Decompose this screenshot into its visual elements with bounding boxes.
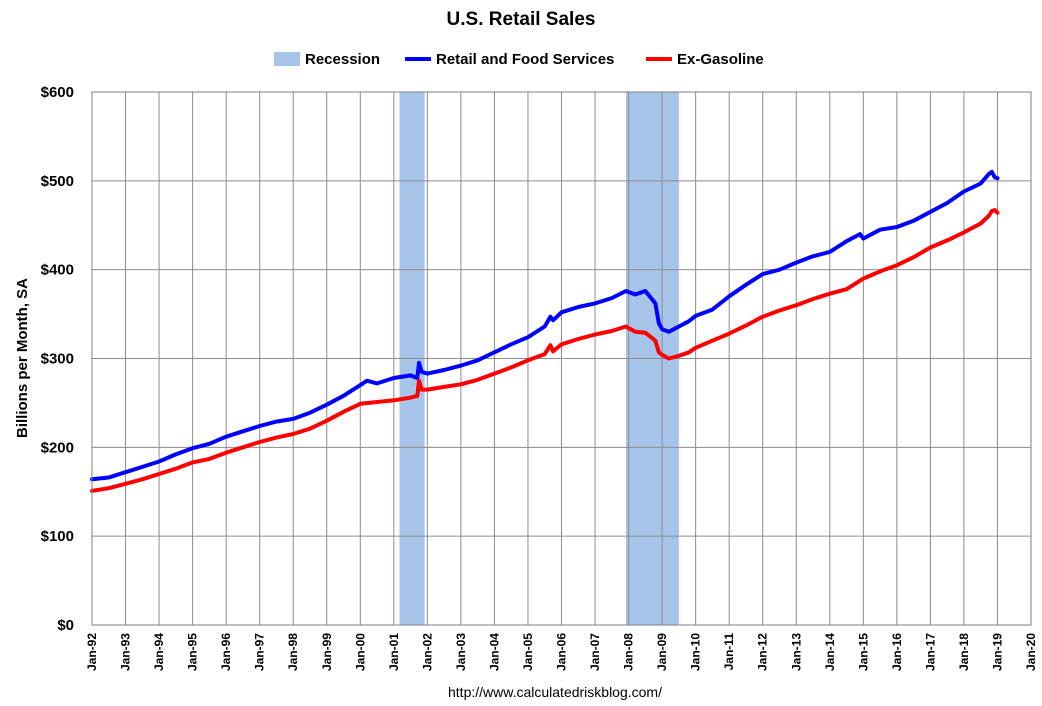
series-line-retail <box>90 169 1000 482</box>
x-tick-label: Jan-05 <box>521 633 535 671</box>
series-line-exgas <box>90 208 1000 493</box>
x-tick-label: Jan-04 <box>487 633 501 671</box>
gridlines <box>91 91 1032 626</box>
x-tick-label: Jan-95 <box>186 633 200 671</box>
chart-title: U.S. Retail Sales <box>447 9 596 30</box>
x-tick-label: Jan-17 <box>923 633 937 671</box>
x-tick-label: Jan-97 <box>253 633 267 671</box>
x-tick-label: Jan-08 <box>622 633 636 671</box>
y-tick-label: $400 <box>41 262 74 279</box>
x-tick-label: Jan-09 <box>655 633 669 671</box>
x-tick-label: Jan-98 <box>286 633 300 671</box>
x-tick-label: Jan-03 <box>454 633 468 671</box>
x-tick-label: Jan-18 <box>957 633 971 671</box>
x-tick-label: Jan-00 <box>353 633 367 671</box>
legend-label-exgas: Ex-Gasoline <box>677 51 764 68</box>
legend: Recession Retail and Food Services Ex-Ga… <box>274 51 764 68</box>
x-tick-labels: Jan-92 Jan-93 Jan-94 Jan-95 Jan-96 Jan-97 Jan-… <box>85 633 1038 671</box>
x-tick-label: Jan-20 <box>1024 633 1038 671</box>
legend-label-retail: Retail and Food Services <box>436 51 614 68</box>
x-tick-label: Jan-02 <box>420 633 434 671</box>
x-tick-label: Jan-16 <box>890 633 904 671</box>
x-tick-label: Jan-12 <box>756 633 770 671</box>
legend-swatch-recession <box>274 52 300 66</box>
source-url: http://www.calculatedriskblog.com/ <box>448 684 662 700</box>
y-tick-labels: $0 $100 $200 $300 $400 $500 $600 <box>41 84 74 634</box>
y-tick-label: $0 <box>57 617 74 634</box>
plot-frame <box>91 91 1032 626</box>
x-tick-label: Jan-92 <box>85 633 99 671</box>
x-tick-label: Jan-96 <box>219 633 233 671</box>
y-tick-label: $300 <box>41 351 74 368</box>
y-tick-label: $600 <box>41 84 74 101</box>
x-tick-label: Jan-13 <box>789 633 803 671</box>
x-tick-label: Jan-10 <box>689 633 703 671</box>
x-tick-label: Jan-99 <box>320 633 334 671</box>
x-tick-label: Jan-11 <box>722 633 736 671</box>
axes <box>91 91 1032 626</box>
x-tick-label: Jan-93 <box>119 633 133 671</box>
y-axis-label: Billions per Month, SA <box>14 278 31 438</box>
x-tick-label: Jan-14 <box>823 633 837 671</box>
y-tick-label: $200 <box>41 439 74 456</box>
x-tick-label: Jan-06 <box>555 633 569 671</box>
x-tick-label: Jan-19 <box>990 633 1004 671</box>
legend-label-recession: Recession <box>305 51 380 68</box>
y-tick-label: $500 <box>41 173 74 190</box>
x-tick-label: Jan-94 <box>152 633 166 671</box>
x-tick-label: Jan-01 <box>387 633 401 671</box>
series-lines <box>90 169 1000 493</box>
y-tick-label: $100 <box>41 528 74 545</box>
x-tick-label: Jan-15 <box>856 633 870 671</box>
x-tick-label: Jan-07 <box>588 633 602 671</box>
